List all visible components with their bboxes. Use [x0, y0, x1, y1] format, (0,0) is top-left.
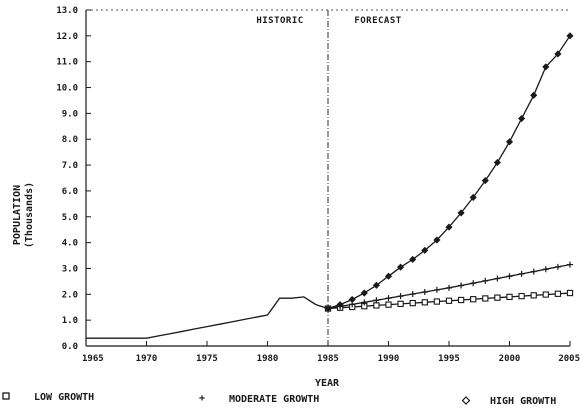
- low-growth-point: [409, 299, 416, 307]
- y-tick-label: 0.0: [62, 342, 78, 352]
- high-growth-point: [481, 177, 489, 185]
- high-growth-point: [469, 193, 477, 201]
- legend-marker-moderate: +: [199, 393, 205, 404]
- high-growth-point: [433, 236, 441, 244]
- y-tick-label: 4.0: [62, 239, 78, 249]
- high-growth-point: [457, 209, 465, 217]
- moderate-growth-point: [458, 282, 465, 289]
- low-growth-point: [494, 294, 501, 301]
- legend-label-moderate: MODERATE GROWTH: [229, 394, 319, 405]
- x-tick-label: 1985: [317, 354, 339, 364]
- historic-line: [86, 296, 329, 339]
- moderate-growth-point: [373, 297, 380, 304]
- high-growth-point: [554, 50, 562, 58]
- y-tick-label: 11.0: [56, 58, 78, 68]
- high-growth-point: [324, 304, 332, 313]
- low-growth-point: [518, 292, 525, 300]
- y-axis-label-line1: POPULATION: [12, 185, 23, 245]
- low-growth-point: [542, 291, 549, 298]
- low-growth-point: [554, 290, 562, 297]
- x-tick-label: 1990: [378, 354, 400, 364]
- moderate-growth-point: [567, 261, 573, 268]
- low-growth-point: [373, 302, 380, 309]
- low-growth-point: [445, 297, 453, 304]
- high-growth-point: [397, 263, 405, 271]
- low-growth-point: [506, 293, 513, 301]
- y-tick-label: 7.0: [62, 161, 78, 171]
- moderate-growth-point: [554, 263, 561, 270]
- high-growth-point: [542, 63, 550, 71]
- y-axis-label-line2: (Thousands): [24, 182, 35, 248]
- y-tick-label: 6.0: [62, 187, 78, 197]
- moderate-growth-point: [518, 270, 525, 277]
- high-growth-point: [360, 289, 368, 297]
- moderate-growth-point: [542, 266, 549, 273]
- low-growth-point: [530, 292, 537, 299]
- legend-marker-high: [461, 396, 471, 405]
- y-tick-label: 2.0: [62, 290, 78, 300]
- y-tick-label: 10.0: [56, 84, 78, 94]
- annotation-historic: HISTORIC: [256, 16, 303, 26]
- high-growth-point: [530, 91, 538, 99]
- high-growth-point: [566, 32, 574, 40]
- series-markers: [324, 32, 574, 313]
- low-growth-point: [397, 300, 404, 308]
- high-growth-line: [327, 35, 571, 310]
- legend-marker-low: [2, 392, 10, 400]
- x-tick-label: 1995: [438, 354, 460, 364]
- high-growth-point: [336, 301, 344, 309]
- y-tick-label: 8.0: [62, 135, 78, 145]
- high-growth-point: [372, 281, 380, 289]
- y-tick-label: 12.0: [56, 32, 78, 42]
- low-growth-point: [421, 299, 428, 306]
- high-growth-point: [518, 114, 526, 123]
- high-growth-point: [445, 223, 453, 231]
- moderate-growth-point: [482, 277, 489, 284]
- moderate-growth-point: [433, 286, 440, 293]
- low-growth-point: [482, 295, 489, 302]
- high-growth-point: [421, 246, 429, 254]
- y-tick-label: 9.0: [62, 109, 78, 119]
- x-tick-label: 2000: [499, 354, 521, 364]
- moderate-growth-point: [446, 284, 452, 291]
- legend-label-low: LOW GROWTH: [34, 392, 94, 403]
- low-growth-point: [566, 289, 574, 297]
- moderate-growth-point: [506, 273, 513, 280]
- moderate-growth-point: [470, 280, 477, 287]
- legend-label-high: HIGH GROWTH: [490, 396, 556, 407]
- moderate-growth-point: [421, 288, 428, 295]
- high-growth-point: [493, 158, 501, 167]
- moderate-growth-point: [397, 293, 404, 300]
- low-growth-point: [433, 298, 441, 305]
- moderate-growth-point: [494, 275, 501, 282]
- x-tick-label: 1965: [82, 354, 104, 364]
- low-growth-point: [457, 296, 465, 304]
- high-growth-point: [384, 272, 393, 280]
- low-growth-point: [385, 301, 392, 308]
- legend: LOW GROWTH + MODERATE GROWTH HIGH GROWTH: [2, 392, 556, 407]
- moderate-growth-point: [385, 295, 392, 302]
- x-tick-label: 1970: [136, 354, 158, 364]
- x-tick-label: 1975: [196, 354, 218, 364]
- x-tick-label: 2005: [558, 354, 580, 364]
- x-axis-label: YEAR: [315, 378, 340, 389]
- axis-ticks: 0.0 1.0 2.0 3.0 4.0 5.0 6.0 7.0 8.0 9.0 10.0 11.0 12…: [56, 6, 580, 364]
- high-growth-point: [505, 138, 514, 146]
- high-growth-point: [348, 295, 356, 304]
- low-growth-point: [470, 296, 477, 303]
- y-tick-label: 3.0: [62, 264, 78, 274]
- y-tick-label: 1.0: [62, 316, 78, 326]
- moderate-growth-point: [361, 299, 368, 306]
- y-tick-label: 13.0: [56, 6, 78, 16]
- annotation-forecast: FORECAST: [354, 16, 401, 26]
- moderate-growth-point: [409, 291, 416, 298]
- moderate-growth-point: [530, 268, 537, 275]
- x-tick-label: 1980: [257, 354, 279, 364]
- high-growth-point: [409, 255, 417, 263]
- y-tick-label: 5.0: [62, 213, 78, 223]
